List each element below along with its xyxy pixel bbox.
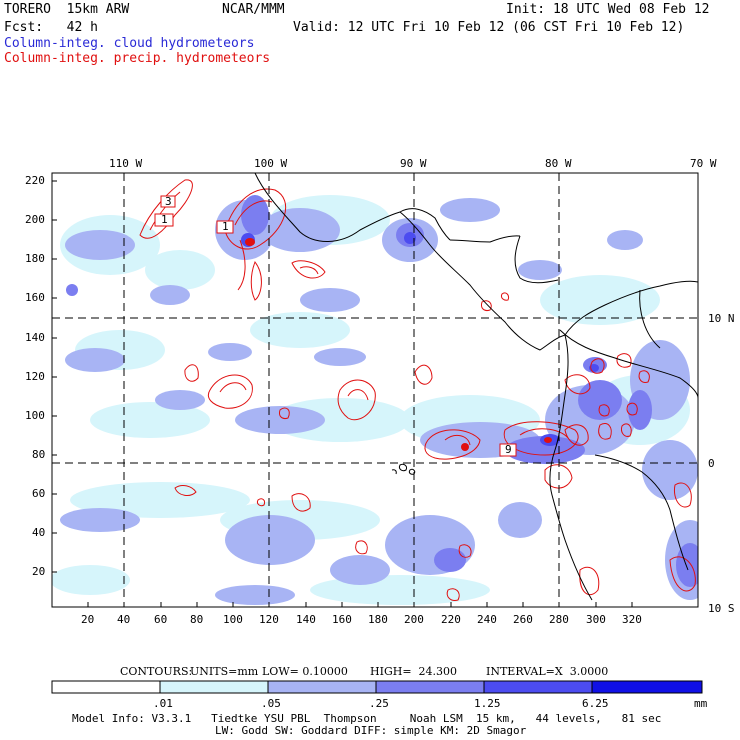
colorbar — [51, 680, 703, 694]
x-tick-label: 20 — [81, 613, 95, 626]
model-info-line1: Model Info: V3.3.1 Tiedtke YSU PBL Thomp… — [72, 712, 662, 725]
lon-label-70w: 70 W — [690, 157, 717, 170]
lon-label-90w: 90 W — [400, 157, 427, 170]
colorbar-tick: .05 — [261, 697, 281, 710]
contour-units: UNITS=mm — [190, 665, 259, 678]
colorbar-units: mm — [694, 697, 708, 710]
y-tick-label: 40 — [32, 526, 46, 539]
x-tick-label: 240 — [477, 613, 497, 626]
lon-label-110w: 110 W — [109, 157, 143, 170]
x-tick-label: 280 — [549, 613, 569, 626]
x-tick-label: 320 — [622, 613, 642, 626]
coastlines — [254, 173, 698, 601]
model-name: TORERO 15km ARW — [4, 2, 130, 17]
contour-high: HIGH= 24.300 — [370, 665, 458, 678]
gridlines — [52, 173, 698, 607]
plot-frame — [51, 172, 699, 608]
x-tick-label: 120 — [259, 613, 279, 626]
y-tick-label: 100 — [25, 409, 45, 422]
box-label: 9 — [505, 443, 512, 456]
lon-label-80w: 80 W — [545, 157, 572, 170]
org-name: NCAR/MMM — [222, 2, 285, 17]
precip-contours — [139, 179, 696, 601]
contour-interval: INTERVAL=X 3.0000 — [486, 665, 609, 678]
colorbar-tick: 6.25 — [582, 697, 609, 710]
x-tick-label: 220 — [441, 613, 461, 626]
y-tick-label: 140 — [25, 331, 45, 344]
y-tick-label: 180 — [25, 252, 45, 265]
box-label: 3 — [165, 195, 172, 208]
y-tick-label: 20 — [32, 565, 46, 578]
x-tick-label: 260 — [513, 613, 533, 626]
y-tick-label: 60 — [32, 487, 46, 500]
colorbar-tick: .25 — [369, 697, 389, 710]
y-tick-label: 160 — [25, 291, 45, 304]
init-time: Init: 18 UTC Wed 08 Feb 12 — [506, 2, 710, 17]
box-label: 1 — [161, 213, 168, 226]
tick-marks — [52, 180, 633, 607]
x-tick-label: 60 — [154, 613, 168, 626]
lon-label-100w: 100 W — [254, 157, 288, 170]
x-tick-label: 160 — [332, 613, 352, 626]
cloud-field-title: Column-integ. cloud hydrometeors — [4, 36, 255, 51]
x-tick-label: 180 — [368, 613, 388, 626]
box-label: 1 — [222, 220, 229, 233]
y-tick-label: 80 — [32, 448, 46, 461]
x-tick-label: 40 — [117, 613, 131, 626]
lat-label-10s: 10 S — [708, 602, 735, 615]
x-tick-label: 140 — [296, 613, 316, 626]
lat-label-eq: 0 — [708, 457, 715, 470]
x-tick-label: 200 — [404, 613, 424, 626]
y-tick-label: 120 — [25, 370, 45, 383]
y-tick-label: 220 — [25, 174, 45, 187]
valid-time: Valid: 12 UTC Fri 10 Feb 12 (06 CST Fri … — [293, 20, 685, 35]
hydrometeor-field — [52, 173, 698, 605]
x-tick-label: 100 — [223, 613, 243, 626]
colorbar-tick: .01 — [153, 697, 173, 710]
forecast-hour: Fcst: 42 h — [4, 20, 98, 35]
lat-label-10n: 10 N — [708, 312, 735, 325]
contour-label: CONTOURS: — [120, 665, 193, 678]
model-info-line2: LW: Godd SW: Goddard DIFF: simple KM: 2D… — [215, 724, 527, 737]
contour-low: LOW= 0.10000 — [262, 665, 348, 678]
y-tick-label: 200 — [25, 213, 45, 226]
x-tick-label: 300 — [586, 613, 606, 626]
precip-field-title: Column-integ. precip. hydrometeors — [4, 51, 271, 66]
colorbar-tick: 1.25 — [474, 697, 501, 710]
x-tick-label: 80 — [190, 613, 204, 626]
contour-box-labels — [154, 195, 517, 457]
